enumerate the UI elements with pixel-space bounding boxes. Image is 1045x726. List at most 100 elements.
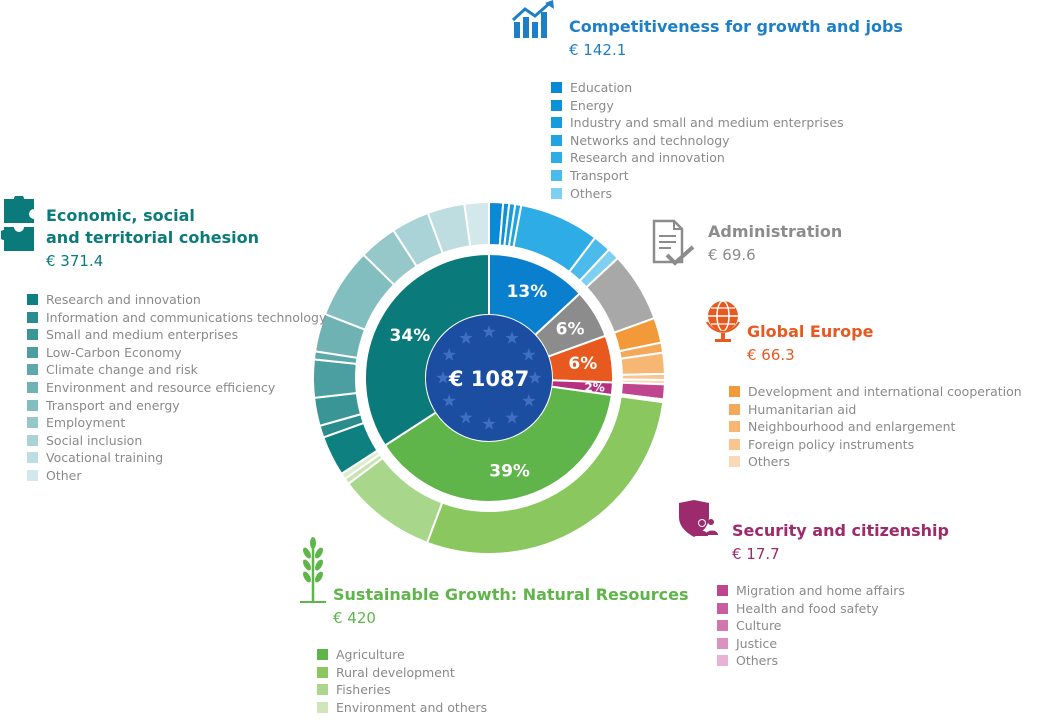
shield-people-icon — [679, 500, 718, 537]
eu-star — [436, 371, 450, 384]
competitiveness-title: Competitiveness for growth and jobs — [569, 17, 903, 36]
legend-item: Industry and small and medium enterprise… — [551, 114, 844, 132]
legend-label: Information and communications technolog… — [46, 309, 327, 325]
legend-label: Environment and resource efficiency — [46, 379, 276, 395]
legend-swatch — [551, 117, 562, 129]
legend-swatch — [27, 364, 38, 376]
legend-label: Industry and small and medium enterprise… — [570, 115, 844, 131]
eu-star — [459, 410, 473, 424]
competitiveness-heading-block: Competitiveness for growth and jobs € 14… — [569, 16, 903, 61]
legend-item: Social inclusion — [27, 432, 326, 450]
legend-item: Migration and home affairs — [717, 582, 905, 600]
pct-label-3: 2% — [584, 380, 604, 394]
pct-label-0: 13% — [507, 282, 548, 302]
legend-label: Transport and energy — [46, 397, 180, 413]
legend-item: Environment and resource efficiency — [27, 379, 326, 397]
legend-label: Justice — [736, 635, 778, 651]
legend-item: Neighbourhood and enlargement — [729, 418, 1022, 436]
legend-item: Information and communications technolog… — [27, 309, 326, 327]
legend-swatch — [27, 294, 38, 305]
administration-title: Administration — [708, 222, 843, 241]
globe-icon — [706, 300, 740, 342]
legend-item: Rural development — [317, 664, 487, 682]
pct-label-1: 6% — [556, 319, 585, 339]
legend-label: Climate change and risk — [46, 362, 198, 378]
legend-item: Transport and energy — [27, 397, 326, 415]
legend-label: Health and food safety — [736, 600, 879, 616]
legend-swatch — [729, 456, 740, 468]
legend-swatch — [729, 403, 740, 415]
legend-item: Foreign policy instruments — [729, 436, 1022, 454]
legend-item: Health and food safety — [717, 600, 905, 618]
global-amount: € 66.3 — [747, 346, 795, 364]
legend-swatch — [717, 602, 728, 614]
eu-star — [482, 325, 496, 338]
legend-item: Humanitarian aid — [729, 401, 1022, 419]
total-label: € 1087 — [448, 367, 529, 391]
legend-label: Energy — [570, 97, 614, 113]
legend-swatch — [717, 585, 728, 596]
legend-item: Small and medium enterprises — [27, 326, 326, 344]
legend-item: Development and international cooperatio… — [729, 383, 1022, 401]
outer-slice-32 — [463, 200, 490, 248]
legend-label: Foreign policy instruments — [748, 436, 915, 452]
global-heading-block: Global Europe € 66.3 — [747, 321, 873, 366]
security-heading-block: Security and citizenship € 17.7 — [732, 520, 949, 565]
security-amount: € 17.7 — [732, 545, 780, 563]
legend-swatch — [551, 134, 562, 146]
legend-swatch — [317, 649, 328, 660]
legend-swatch — [27, 452, 38, 464]
legend-label: Culture — [736, 618, 782, 634]
legend-swatch — [27, 399, 38, 411]
administration-amount: € 69.6 — [708, 246, 756, 264]
cohesion-legend: Research and innovation Information and … — [27, 291, 326, 485]
eu-star — [505, 410, 519, 424]
legend-item: Climate change and risk — [27, 361, 326, 379]
legend-label: Rural development — [336, 664, 455, 680]
pct-label-5: 34% — [390, 326, 431, 346]
legend-label: Others — [748, 454, 791, 470]
document-check-icon — [652, 219, 695, 266]
natural-heading-block: Sustainable Growth: Natural Resources € … — [333, 584, 689, 629]
legend-label: Social inclusion — [46, 432, 143, 448]
legend-item: Employment — [27, 414, 326, 432]
legend-item: Education — [551, 79, 844, 97]
legend-swatch — [729, 421, 740, 433]
legend-item: Fisheries — [317, 681, 487, 699]
natural-title: Sustainable Growth: Natural Resources — [333, 585, 689, 604]
legend-item: Justice — [717, 635, 905, 653]
legend-swatch — [717, 637, 728, 649]
legend-item: Others — [551, 185, 844, 203]
legend-swatch — [27, 346, 38, 358]
legend-swatch — [27, 469, 38, 481]
legend-swatch — [551, 82, 562, 93]
legend-label: Others — [570, 185, 613, 201]
security-title: Security and citizenship — [732, 521, 949, 540]
legend-label: Development and international cooperatio… — [748, 384, 1022, 399]
global-legend: Development and international cooperatio… — [729, 383, 1022, 471]
legend-label: Research and innovation — [46, 292, 201, 307]
pct-label-4: 39% — [489, 462, 530, 482]
legend-swatch — [729, 438, 740, 450]
legend-label: Vocational training — [46, 450, 164, 466]
legend-swatch — [729, 386, 740, 397]
legend-label: Migration and home affairs — [736, 583, 905, 598]
eu-star — [482, 417, 496, 430]
eu-star — [522, 394, 536, 407]
legend-swatch — [27, 434, 38, 446]
legend-item: Vocational training — [27, 449, 326, 467]
competitiveness-amount: € 142.1 — [569, 41, 627, 59]
administration-heading-block: Administration € 69.6 — [708, 221, 842, 266]
legend-item: Others — [717, 652, 905, 670]
cohesion-heading-block: Economic, social and territorial cohesio… — [46, 205, 259, 272]
cohesion-title-line2: and territorial cohesion — [46, 228, 259, 247]
pct-label-2: 6% — [568, 354, 597, 374]
legend-swatch — [317, 701, 328, 713]
eu-star — [505, 331, 519, 344]
legend-swatch — [551, 99, 562, 111]
legend-item: Energy — [551, 97, 844, 115]
legend-swatch — [717, 655, 728, 667]
legend-swatch — [317, 666, 328, 678]
cohesion-amount: € 371.4 — [46, 252, 104, 270]
